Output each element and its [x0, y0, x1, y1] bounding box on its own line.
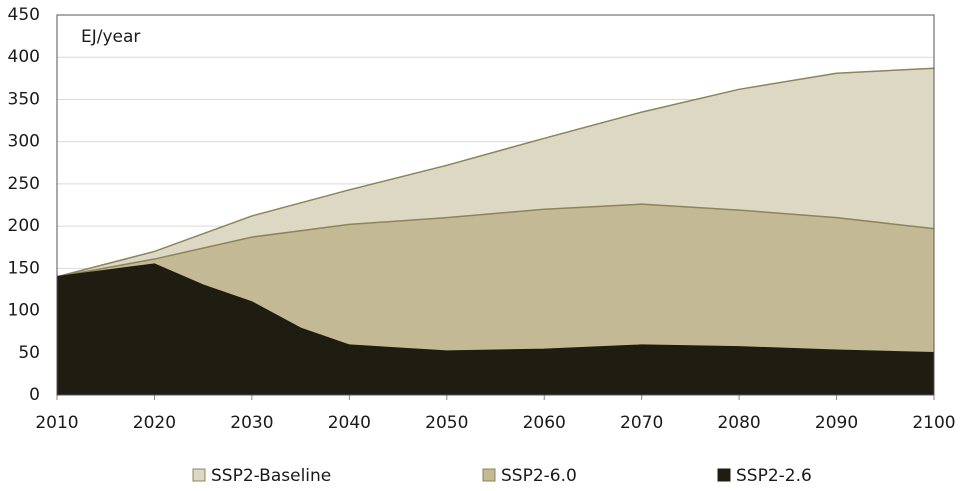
x-tick-label: 2080 [717, 413, 760, 433]
legend-swatch [717, 468, 731, 482]
x-tick-label: 2030 [230, 413, 273, 433]
area-line [56, 263, 935, 354]
legend-label: SSP2-6.0 [501, 466, 577, 486]
legend-label: SSP2-2.6 [736, 466, 812, 486]
y-tick-label: 350 [8, 89, 40, 109]
y-tick-label: 300 [8, 132, 40, 152]
area [57, 264, 934, 395]
x-tick-label: 2040 [328, 413, 371, 433]
legend-swatch [192, 468, 206, 482]
x-tick-label: 2060 [523, 413, 566, 433]
x-tick-label: 2010 [35, 413, 78, 433]
y-tick-label: 200 [8, 216, 40, 236]
y-tick-label: 50 [18, 343, 40, 363]
x-tick-label: 2020 [133, 413, 176, 433]
y-tick-label: 0 [29, 385, 40, 405]
y-tick-label: 150 [8, 258, 40, 278]
legend-swatch [482, 468, 496, 482]
legend-label: SSP2-Baseline [211, 466, 331, 486]
y-tick-label: 450 [8, 5, 40, 25]
x-tick-label: 2100 [912, 413, 955, 433]
y-tick-label: 250 [8, 174, 40, 194]
area-line [56, 203, 935, 278]
x-tick-label: 2050 [425, 413, 468, 433]
plot-frame [56, 14, 935, 396]
area-line [56, 67, 935, 278]
y-tick-label: 400 [8, 47, 40, 67]
y-tick-label: 100 [8, 301, 40, 321]
x-tick-label: 2090 [815, 413, 858, 433]
annotation: EJ/year [81, 27, 140, 47]
x-tick-label: 2070 [620, 413, 663, 433]
